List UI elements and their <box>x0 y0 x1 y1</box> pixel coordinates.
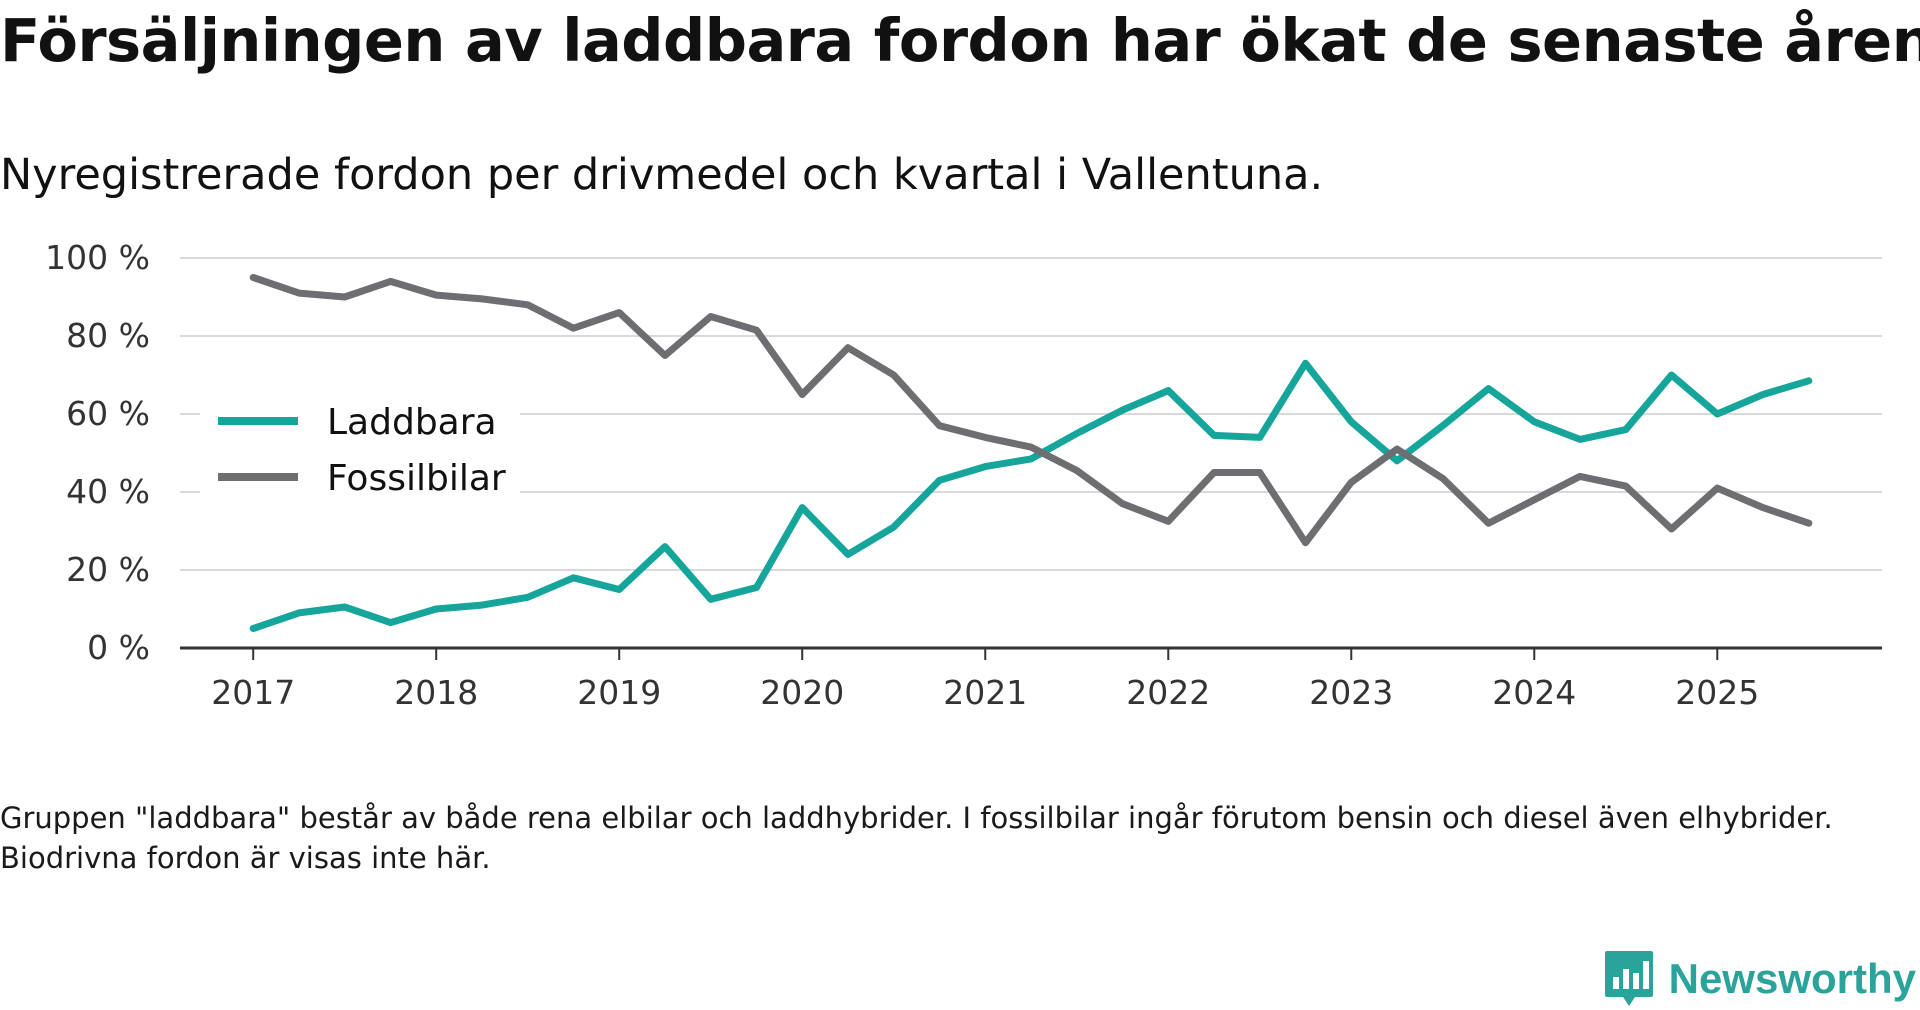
series-lines <box>249 274 1813 632</box>
legend-label: Fossilbilar <box>327 458 506 499</box>
y-tick-label: 100 % <box>45 238 150 277</box>
y-tick-label: 40 % <box>66 472 150 511</box>
y-tick-label: 60 % <box>66 394 150 433</box>
legend-background <box>200 390 520 510</box>
newsworthy-logo-icon <box>1604 951 1653 1006</box>
legend: Laddbara Fossilbilar <box>200 390 520 510</box>
legend-label: Laddbara <box>327 402 497 443</box>
chart-subtitle: Nyregistrerade fordon per drivmedel och … <box>0 150 1324 200</box>
x-tick-label: 2020 <box>760 673 844 712</box>
x-tick-label: 2022 <box>1126 673 1210 712</box>
x-tick-label: 2024 <box>1492 673 1576 712</box>
x-tick-label: 2023 <box>1309 673 1393 712</box>
y-tick-label: 80 % <box>66 316 150 355</box>
series-line-fossilbilar <box>249 274 1813 547</box>
brand-name: Newsworthy <box>1668 955 1916 1002</box>
x-tick-label: 2025 <box>1675 673 1759 712</box>
footnote: Gruppen "laddbara" består av både rena e… <box>0 801 1833 875</box>
series-line-laddbara <box>249 359 1813 632</box>
y-tick-label: 20 % <box>66 550 150 589</box>
line-chart: 0 % 20 % 40 % 60 % 80 % 100 % 2017 2018 2019 2020… <box>45 238 1882 712</box>
chart-title: Försäljningen av laddbara fordon har öka… <box>0 6 1920 75</box>
grid-lines <box>180 257 1882 571</box>
brand-logo: Newsworthy <box>1603 949 1916 1009</box>
x-tick-label: 2019 <box>577 673 661 712</box>
axes: 0 % 20 % 40 % 60 % 80 % 100 % 2017 2018 2019 2020… <box>45 238 1882 712</box>
x-tick-label: 2017 <box>211 673 295 712</box>
x-tick-label: 2021 <box>943 673 1027 712</box>
x-tick-label: 2018 <box>394 673 478 712</box>
y-tick-label: 0 % <box>87 628 150 667</box>
